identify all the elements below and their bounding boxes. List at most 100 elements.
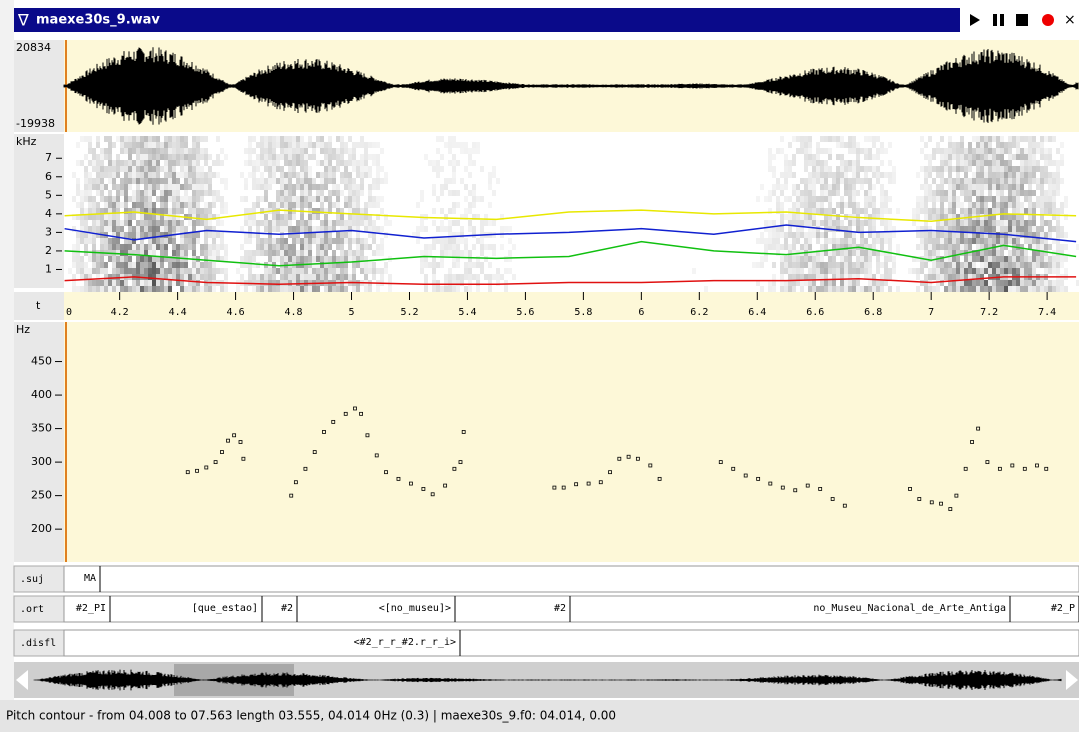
- spectrogram-cell: [932, 244, 936, 250]
- spectrogram-cell: [976, 268, 980, 274]
- spectrogram-cell: [292, 238, 296, 244]
- spectrogram-cell: [116, 244, 120, 250]
- menu-icon[interactable]: ∇: [17, 11, 29, 30]
- segment-label[interactable]: MA: [84, 573, 96, 584]
- spectrogram-cell: [772, 220, 776, 226]
- spectrogram-cell: [368, 184, 372, 190]
- segment-label[interactable]: <#2_r_r_#2.r_r_i>: [354, 637, 456, 648]
- spectrogram-cell: [936, 166, 940, 172]
- spectrogram-cell: [808, 202, 812, 208]
- spectrogram-cell: [332, 238, 336, 244]
- spectrogram-cell: [816, 220, 820, 226]
- spectrogram-cell: [108, 286, 112, 292]
- spectrogram-cell: [376, 160, 380, 166]
- spectrogram-cell: [308, 250, 312, 256]
- spectrogram-cell: [1004, 226, 1008, 232]
- spectrogram-cell: [172, 244, 176, 250]
- spectrogram-cell: [796, 214, 800, 220]
- spectrogram-cell: [136, 178, 140, 184]
- spectrogram-cell: [772, 172, 776, 178]
- segment-label[interactable]: [que_estao]: [192, 603, 258, 614]
- spectrogram-cell: [1020, 280, 1024, 286]
- spectrogram-cell: [440, 220, 444, 226]
- spectrogram-cell: [988, 256, 992, 262]
- spectrogram-cell: [828, 256, 832, 262]
- spectrogram-cell: [380, 244, 384, 250]
- spectrogram-cell: [444, 286, 448, 292]
- spectrogram-cell: [360, 190, 364, 196]
- spectrogram-cell: [192, 250, 196, 256]
- spectrogram-cell: [320, 184, 324, 190]
- spectrogram-cell: [804, 196, 808, 202]
- spectrogram-cell: [816, 196, 820, 202]
- x-tick-label: 7: [928, 307, 934, 318]
- spectrogram-cell: [108, 280, 112, 286]
- spectrogram-cell: [984, 262, 988, 268]
- spectrogram-cell: [308, 136, 312, 142]
- segment-label[interactable]: no_Museu_Nacional_de_Arte_Antiga: [813, 603, 1006, 614]
- spectrogram-cell: [172, 268, 176, 274]
- spectrogram-cell: [268, 184, 272, 190]
- spectrogram-cell: [264, 148, 268, 154]
- segment-label[interactable]: #2: [554, 603, 566, 614]
- spectrogram-cell: [884, 256, 888, 262]
- spectrogram-cell: [332, 202, 336, 208]
- spectrogram-cell: [1032, 286, 1036, 292]
- spectrogram-cell: [776, 196, 780, 202]
- spectrogram-cell: [328, 256, 332, 262]
- spectrogram-cell: [204, 244, 208, 250]
- spectrogram-cell: [336, 202, 340, 208]
- spectrogram-cell: [172, 238, 176, 244]
- spectrogram-cell: [952, 202, 956, 208]
- spectrogram-cell: [264, 286, 268, 292]
- segment-label[interactable]: #2_P: [1051, 603, 1075, 614]
- spectrogram-cell: [124, 262, 128, 268]
- spectrogram-cell: [152, 136, 156, 142]
- segment-label[interactable]: #2_PI: [76, 603, 106, 614]
- spectrogram-cell: [304, 250, 308, 256]
- close-button[interactable]: ×: [1064, 12, 1076, 28]
- spectrogram-cell: [160, 238, 164, 244]
- spectrogram-cell: [356, 196, 360, 202]
- spectrogram-cell: [800, 274, 804, 280]
- spectrogram-cell: [352, 148, 356, 154]
- spectrogram-cell: [132, 190, 136, 196]
- spectrogram-cell: [116, 136, 120, 142]
- spectrogram-cell: [236, 268, 240, 274]
- spectrogram-cell: [924, 232, 928, 238]
- spectrogram-cell: [472, 190, 476, 196]
- spectrogram-cell: [208, 166, 212, 172]
- spectrogram-cell: [804, 244, 808, 250]
- spectrogram-cell: [848, 184, 852, 190]
- spectrogram-cell: [988, 226, 992, 232]
- spectrogram-cell: [348, 196, 352, 202]
- spectrogram-cell: [336, 166, 340, 172]
- spectrogram-cell: [1012, 154, 1016, 160]
- spectrogram-cell: [788, 268, 792, 274]
- segment-label[interactable]: #2: [281, 603, 293, 614]
- spectrogram-cell: [1028, 148, 1032, 154]
- spectrogram-cell: [104, 244, 108, 250]
- spectrogram-cell: [944, 268, 948, 274]
- spectrogram-cell: [864, 136, 868, 142]
- spectrogram-cell: [280, 244, 284, 250]
- spectrogram-cell: [1008, 238, 1012, 244]
- record-button[interactable]: [1042, 14, 1054, 26]
- spectrogram-cell: [352, 190, 356, 196]
- spectrogram-cell: [188, 154, 192, 160]
- spectrogram-cell: [300, 178, 304, 184]
- spectrogram-cell: [116, 226, 120, 232]
- spectrogram-cell: [1012, 286, 1016, 292]
- spectrogram-cell: [76, 178, 80, 184]
- spectrogram-cell: [984, 166, 988, 172]
- spectrogram-cell: [84, 238, 88, 244]
- spectrogram-cell: [1060, 232, 1064, 238]
- spectrogram-cell: [308, 256, 312, 262]
- spectrogram-cell: [432, 160, 436, 166]
- stop-button[interactable]: [1016, 14, 1028, 26]
- spectrogram-cell: [316, 208, 320, 214]
- spectrogram-cell: [196, 280, 200, 286]
- spectrogram-cell: [272, 142, 276, 148]
- segment-label[interactable]: <[no_museu]>: [379, 603, 451, 614]
- spectrogram-cell: [128, 208, 132, 214]
